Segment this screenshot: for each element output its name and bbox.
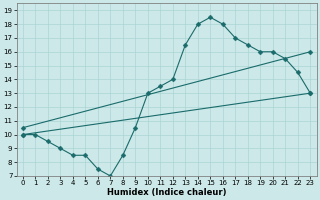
- X-axis label: Humidex (Indice chaleur): Humidex (Indice chaleur): [107, 188, 226, 197]
